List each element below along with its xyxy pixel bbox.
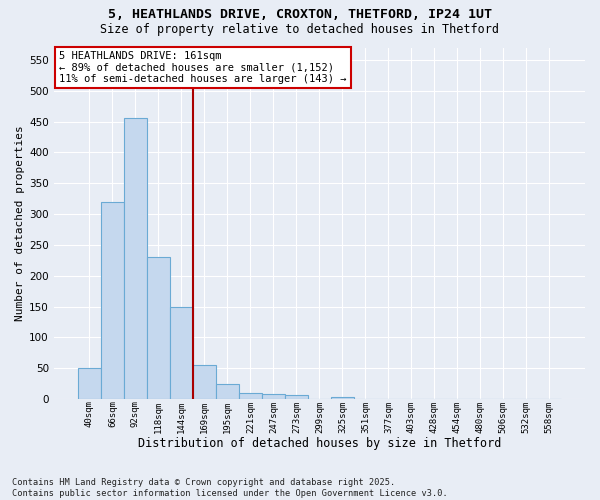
Bar [400, 398, 423, 399]
Bar [216, 384, 239, 399]
Text: Size of property relative to detached houses in Thetford: Size of property relative to detached ho… [101, 22, 499, 36]
Bar [262, 394, 285, 399]
Bar [124, 118, 147, 399]
Bar [78, 368, 101, 399]
Bar [101, 202, 124, 399]
Y-axis label: Number of detached properties: Number of detached properties [15, 126, 25, 321]
Bar [354, 398, 377, 399]
Bar [331, 396, 354, 399]
Text: 5, HEATHLANDS DRIVE, CROXTON, THETFORD, IP24 1UT: 5, HEATHLANDS DRIVE, CROXTON, THETFORD, … [108, 8, 492, 20]
Text: 5 HEATHLANDS DRIVE: 161sqm
← 89% of detached houses are smaller (1,152)
11% of s: 5 HEATHLANDS DRIVE: 161sqm ← 89% of deta… [59, 51, 347, 84]
Bar [147, 258, 170, 399]
Bar [239, 393, 262, 399]
Bar [170, 306, 193, 399]
X-axis label: Distribution of detached houses by size in Thetford: Distribution of detached houses by size … [138, 437, 501, 450]
Bar [193, 366, 216, 399]
Bar [285, 396, 308, 399]
Text: Contains HM Land Registry data © Crown copyright and database right 2025.
Contai: Contains HM Land Registry data © Crown c… [12, 478, 448, 498]
